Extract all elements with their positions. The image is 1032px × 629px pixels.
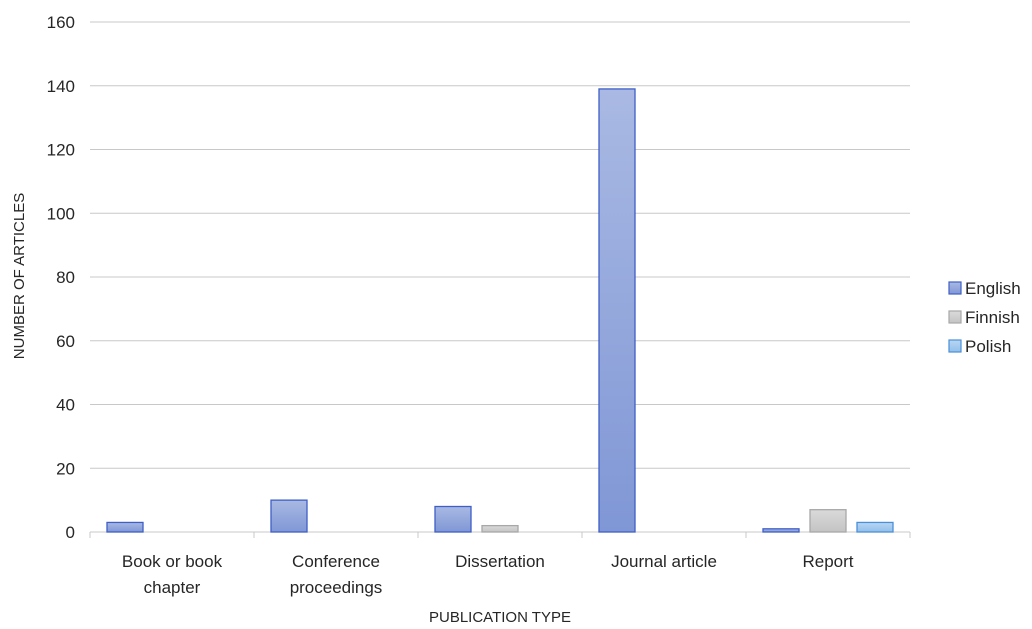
- legend-label-polish: Polish: [965, 337, 1011, 356]
- bar-finnish: [481, 524, 519, 533]
- legend-label-finnish: Finnish: [965, 308, 1020, 327]
- y-tick-label: 0: [66, 523, 75, 542]
- x-tick-label: Conference: [292, 552, 380, 571]
- x-axis-title: PUBLICATION TYPE: [429, 609, 571, 626]
- bar-polish: [856, 521, 894, 533]
- y-tick-label: 140: [47, 77, 75, 96]
- y-tick-label: 120: [47, 141, 75, 160]
- x-tick-label: Dissertation: [455, 552, 545, 571]
- y-tick-label: 40: [56, 396, 75, 415]
- bar-english: [434, 505, 472, 533]
- bar-english: [598, 88, 636, 533]
- y-tick-label: 100: [47, 204, 75, 223]
- legend-swatch-english: [948, 281, 962, 295]
- y-tick-label: 20: [56, 459, 75, 478]
- y-tick-label: 80: [56, 268, 75, 287]
- bar-english: [762, 528, 800, 533]
- bar-english: [106, 521, 144, 533]
- x-tick-label: chapter: [144, 578, 201, 597]
- gridlines: [90, 21, 910, 533]
- y-tick-label: 60: [56, 332, 75, 351]
- x-tick-label: Book or book: [122, 552, 223, 571]
- x-tick-label: proceedings: [290, 578, 383, 597]
- bars: [106, 88, 894, 533]
- bar-finnish: [809, 509, 847, 533]
- legend-label-english: English: [965, 279, 1021, 298]
- legend-swatch-polish: [948, 339, 962, 353]
- bar-english: [270, 499, 308, 533]
- legend-swatch-finnish: [948, 310, 962, 324]
- legend: English Finnish Polish: [948, 279, 1021, 356]
- y-axis-title: NUMBER OF ARTICLES: [11, 193, 28, 359]
- x-tick-label: Report: [802, 552, 853, 571]
- x-tick-label: Journal article: [611, 552, 717, 571]
- axes: 0 20 40 60 80 100 120 140 160 Book or book chapter…: [47, 13, 911, 597]
- y-tick-label: 160: [47, 13, 75, 32]
